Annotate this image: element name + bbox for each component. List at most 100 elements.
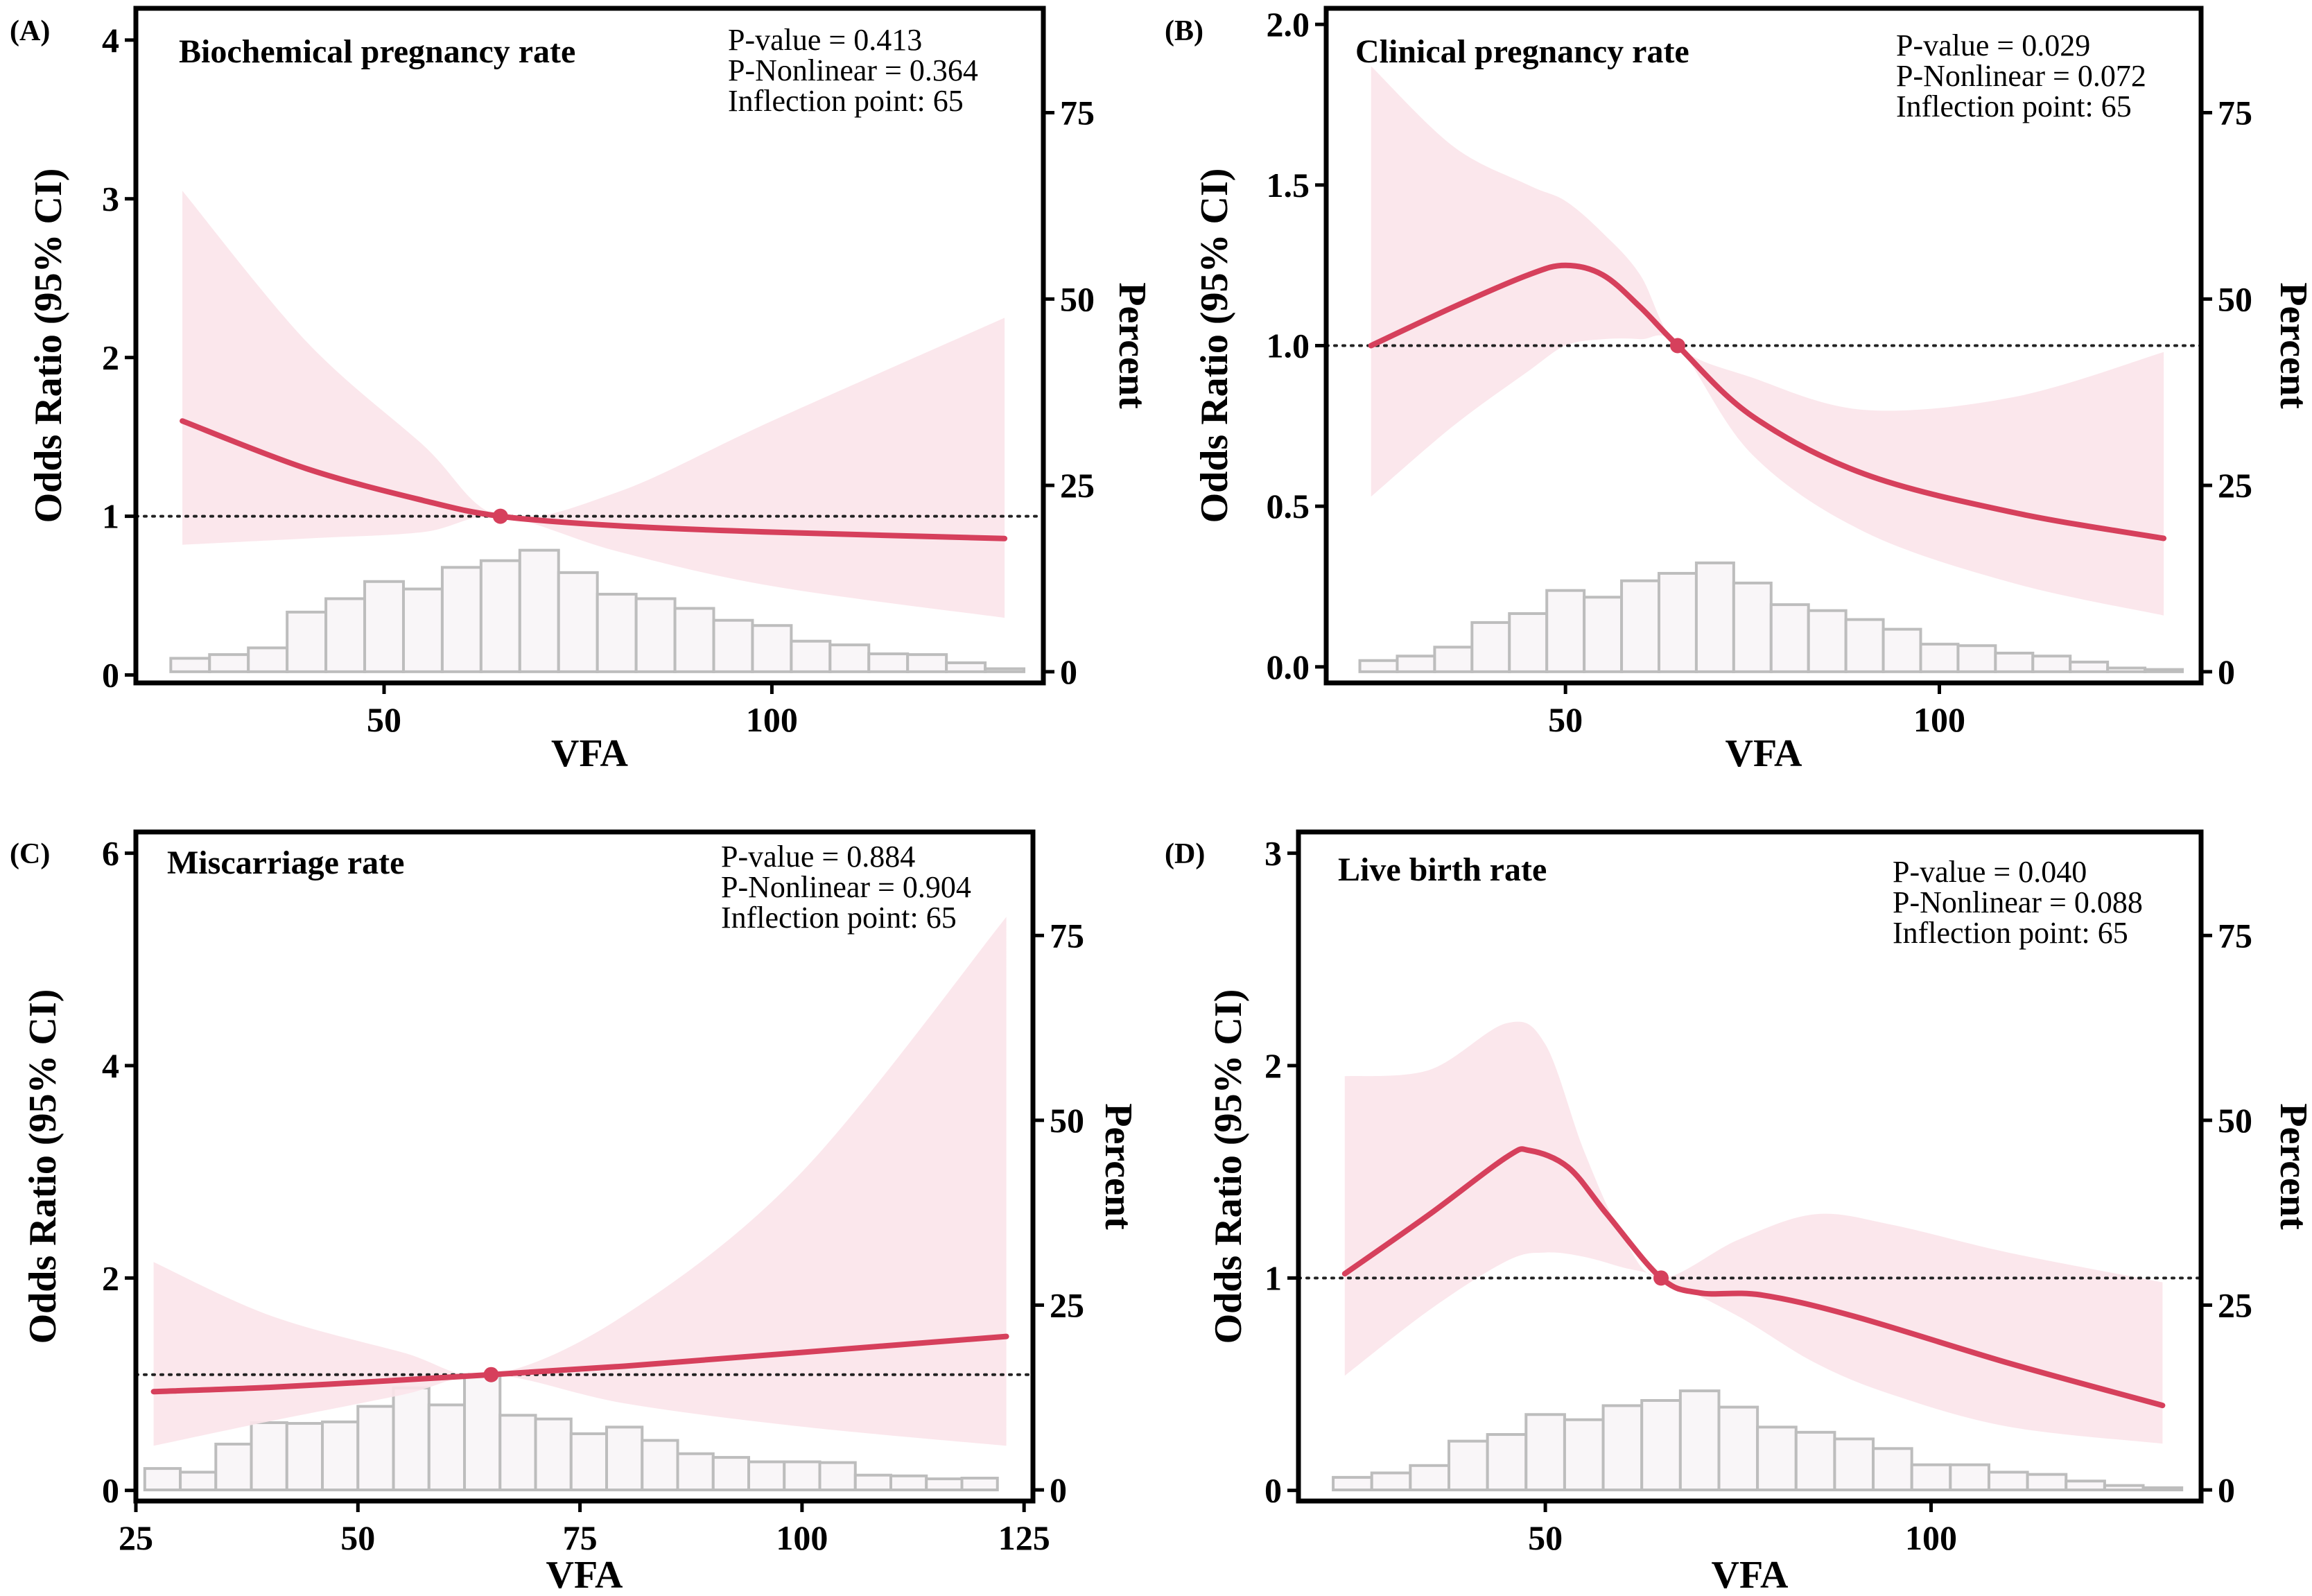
histogram-bar (711, 1456, 751, 1492)
y-tick-label: 0 (1264, 1471, 1282, 1510)
panel-label: (D) (1165, 838, 1205, 870)
histogram-bar (1732, 581, 1773, 673)
histogram-bar (2069, 660, 2110, 673)
histogram-bar (1881, 627, 1922, 673)
histogram-bar (1844, 618, 1885, 673)
histogram-bar (1807, 609, 1848, 673)
histogram-bar (673, 607, 715, 673)
inflection-point (492, 508, 508, 524)
histogram-bar (2103, 1484, 2145, 1492)
histogram-bar (427, 1403, 467, 1492)
y2-tick-label: 50 (2218, 279, 2252, 318)
stat-line: Inflection point: 65 (728, 84, 964, 118)
histogram-bar (828, 643, 871, 673)
histogram-bar (1508, 612, 1549, 673)
histogram-bar (1583, 596, 1624, 673)
chart-panel-4: 0 1 2 3 0 25 50 75 50 100 VFA Odds Ratio (95% CI) Pe… (1165, 829, 2312, 1596)
y2-tick-label: 50 (2218, 1101, 2252, 1140)
x-tick-label: 100 (1913, 700, 1965, 739)
histogram-bar (605, 1425, 644, 1492)
confidence-band (182, 191, 1005, 618)
histogram-bar (1486, 1433, 1528, 1492)
y-tick-label: 6 (102, 834, 119, 873)
histogram-bar (1563, 1418, 1605, 1492)
x-tick-label: 100 (1905, 1518, 1957, 1557)
y-axis-title: Odds Ratio (95% CI) (1207, 989, 1250, 1344)
confidence-band (1344, 1021, 2163, 1444)
histogram-bar (867, 652, 910, 673)
x-tick-label: 100 (746, 700, 798, 739)
histogram-bar (1956, 644, 1997, 673)
x-axis-title: VFA (1712, 1554, 1789, 1596)
x-tick-label: 50 (340, 1518, 375, 1557)
plot-area (1326, 66, 2201, 673)
y-tick-label: 2 (1264, 1046, 1282, 1085)
panel-label: (B) (1165, 15, 1203, 47)
histogram-bar (751, 624, 793, 673)
stat-line: P-value = 0.884 (721, 840, 915, 874)
histogram-bar (214, 1442, 253, 1492)
stat-line: P-value = 0.029 (1896, 28, 2090, 62)
histogram-bar (1358, 659, 1399, 673)
histogram-bar (463, 1373, 502, 1492)
stat-line: Inflection point: 65 (721, 901, 957, 935)
y2-tick-label: 25 (2218, 1285, 2252, 1324)
histogram-bar (853, 1473, 893, 1492)
x-axis-title: VFA (546, 1554, 623, 1596)
histogram-bar (676, 1452, 715, 1492)
y-tick-label: 4 (102, 21, 119, 60)
x-tick-label: 75 (563, 1518, 598, 1557)
histogram-bar (2065, 1480, 2106, 1492)
y-tick-label: 4 (102, 1046, 119, 1085)
histogram-bar (285, 1422, 324, 1492)
histogram-bar (1332, 1475, 1373, 1492)
chart-title: Biochemical pregnancy rate (179, 33, 575, 70)
histogram-bar (1545, 589, 1586, 673)
histogram-bar (1833, 1437, 1875, 1492)
histogram-bar (143, 1467, 182, 1492)
y-axis-title: Odds Ratio (95% CI) (21, 989, 64, 1344)
plot-area (1298, 1021, 2201, 1492)
histogram-bar (1694, 561, 1735, 673)
x-axis-title: VFA (1726, 732, 1802, 775)
histogram-bar (1433, 645, 1474, 673)
histogram-bar (401, 587, 444, 673)
y2-tick-label: 75 (1050, 916, 1084, 955)
plot-frame (133, 6, 1046, 686)
histogram-bar (1949, 1463, 1990, 1492)
histogram-bar (925, 1477, 964, 1492)
histogram-bar (1910, 1463, 1952, 1492)
odds-ratio-curve (180, 418, 1008, 541)
histogram-bar (169, 657, 211, 673)
histogram-bar (818, 1461, 857, 1492)
histogram-bar (250, 1421, 288, 1492)
y-tick-label: 1 (102, 497, 119, 536)
histogram-bar (1987, 1471, 2029, 1492)
stat-line: P-value = 0.040 (1893, 855, 2087, 889)
histogram-bar (392, 1386, 431, 1492)
histogram-bar (321, 1420, 360, 1492)
histogram-bar (1370, 1471, 1412, 1492)
y2-tick-label: 75 (2218, 94, 2252, 132)
y-tick-label: 0.0 (1267, 648, 1310, 686)
y2-tick-label: 0 (1060, 652, 1077, 691)
y2-tick-label: 0 (1050, 1471, 1067, 1509)
x-tick-label: 50 (1528, 1518, 1563, 1557)
histogram-bar (984, 667, 1026, 673)
histogram-bar (363, 580, 405, 673)
histogram-bar (945, 661, 987, 673)
histogram-bar (534, 1417, 573, 1492)
x-tick-label: 100 (776, 1518, 828, 1557)
histogram-bar (1769, 603, 1810, 673)
stat-line: Inflection point: 65 (1896, 89, 2132, 123)
stat-line: P-Nonlinear = 0.364 (728, 53, 978, 87)
x-tick-label: 50 (1548, 700, 1583, 739)
histogram-bar (889, 1474, 928, 1492)
y2-tick-label: 50 (1060, 279, 1095, 318)
histogram-bar (1409, 1464, 1451, 1492)
histogram-bar (1994, 651, 2035, 673)
stat-line: P-value = 0.413 (728, 23, 922, 57)
y-tick-label: 0.5 (1267, 487, 1310, 526)
y-tick-label: 0 (102, 1471, 119, 1510)
